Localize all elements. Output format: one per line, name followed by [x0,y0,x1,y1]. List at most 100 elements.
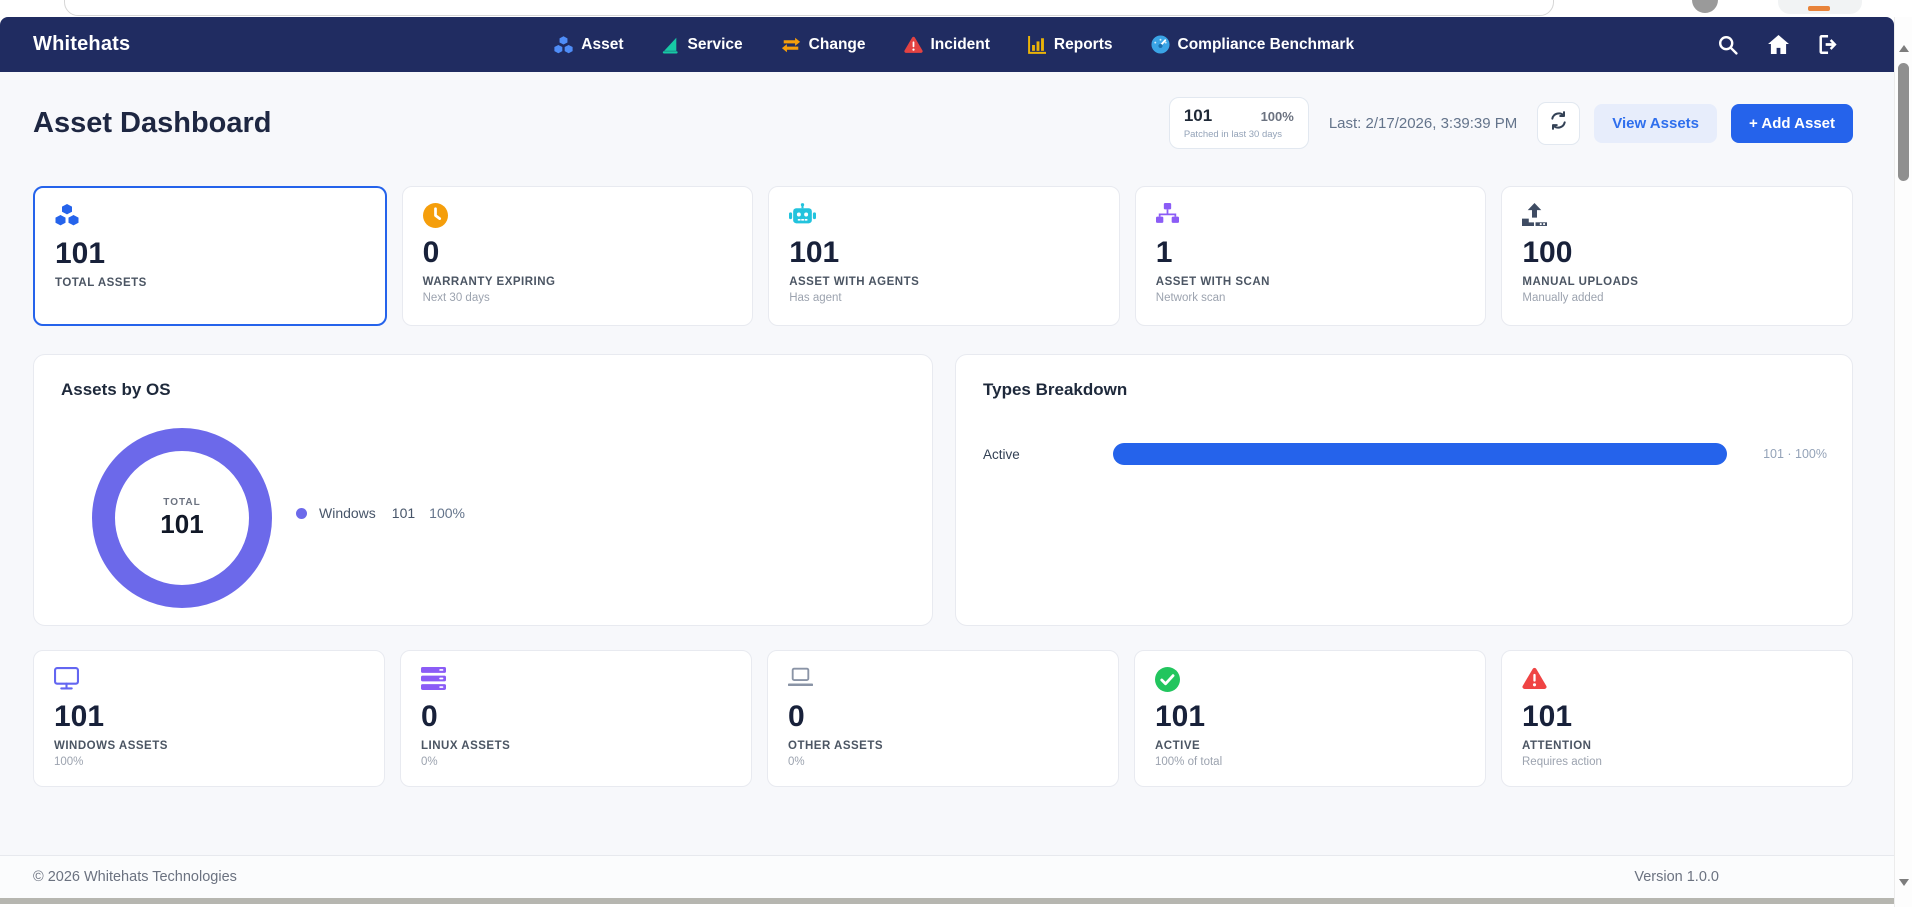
card-value: 0 [421,700,438,733]
nav-item-label: Change [808,35,866,53]
card-other-assets[interactable]: 0 OTHER ASSETS 0% [767,650,1119,787]
card-label: ATTENTION [1522,740,1592,752]
legend-value: 101 [391,505,416,521]
card-label: ACTIVE [1155,740,1201,752]
types-bar-active [1113,443,1727,465]
cubes-icon [55,204,365,230]
nav-item-change[interactable]: Change [781,36,866,54]
donut-ring: TOTAL 101 [92,428,272,608]
types-row-value: 101 · 100% [1763,447,1827,461]
top-navbar: Whitehats Asset Service Change Incident … [0,17,1894,72]
card-label: LINUX ASSETS [421,740,511,752]
footer-copyright: © 2026 Whitehats Technologies [33,869,237,885]
nav-item-label: Asset [581,35,624,53]
browser-profile-avatar[interactable] [1692,0,1718,13]
card-manual-uploads[interactable]: 100 MANUAL UPLOADS Manually added [1501,186,1853,326]
scrollbar-down-arrow[interactable] [1899,879,1909,886]
footer-version: Version 1.0.0 [1634,869,1719,885]
browser-chrome-strip [0,0,1912,17]
scrollbar-thumb[interactable] [1898,63,1909,181]
card-sub: Requires action [1522,756,1602,768]
card-value: 101 [1155,700,1206,733]
brand-logo[interactable]: Whitehats [33,33,131,55]
card-value: 0 [422,236,440,269]
card-warranty-expiring[interactable]: 0 WARRANTY EXPIRING Next 30 days [401,186,754,326]
card-value: 101 [54,700,105,733]
card-sub: Has agent [789,292,842,304]
nav-item-label: Incident [930,35,990,53]
card-windows-assets[interactable]: 101 WINDOWS ASSETS 100% [33,650,385,787]
nav-item-compliance-benchmark[interactable]: Compliance Benchmark [1150,35,1354,54]
card-label: ASSET WITH SCAN [1155,276,1270,288]
footer: © 2026 Whitehats Technologies Version 1.… [0,855,1894,898]
card-value: 0 [788,700,805,733]
nav-item-service[interactable]: Service [661,36,743,54]
network-icon [1155,203,1466,229]
search-icon[interactable] [1718,35,1738,55]
sail-icon [661,36,679,54]
nav-item-reports[interactable]: Reports [1028,35,1113,54]
nav-actions [1718,35,1839,55]
bar-chart-icon [1028,35,1046,54]
browser-address-bar-fragment [64,0,1554,16]
browser-extension-button[interactable] [1778,0,1862,14]
patched-summary-box: 101 100% Patched in last 30 days [1168,97,1309,149]
card-asset-with-agents[interactable]: 101 ASSET WITH AGENTS Has agent [768,186,1120,326]
card-asset-with-scan[interactable]: 1 ASSET WITH SCAN Network scan [1134,186,1487,326]
os-cards-row: 101 WINDOWS ASSETS 100% 0 LINUX ASSETS 0… [33,650,1853,787]
nav-item-asset[interactable]: Asset [554,36,623,54]
home-icon[interactable] [1768,35,1789,54]
summary-cards-row: 101 TOTAL ASSETS 0 WARRANTY EXPIRING Nex… [33,186,1853,326]
card-active[interactable]: 101 ACTIVE 100% of total [1134,650,1486,787]
card-sub: 0% [421,756,438,768]
nav-item-label: Reports [1053,35,1113,53]
card-value: 1 [1155,236,1173,269]
page-title: Asset Dashboard [33,106,272,139]
card-linux-assets[interactable]: 0 LINUX ASSETS 0% [400,650,752,787]
view-assets-button[interactable]: View Assets [1594,103,1717,143]
cubes-icon [554,35,573,54]
card-value: 101 [55,237,106,270]
os-legend-item: Windows 101 100% [296,505,465,521]
server-icon [421,667,731,693]
patched-percent: 100% [1260,109,1294,124]
logout-icon[interactable] [1819,35,1839,54]
card-value: 100 [1522,236,1573,269]
types-breakdown-panel: Types Breakdown Active 101 · 100% [955,354,1853,626]
card-sub: Next 30 days [422,292,490,304]
laptop-icon [788,667,1098,693]
card-label: OTHER ASSETS [788,740,884,752]
os-donut-chart: TOTAL 101 [92,428,272,608]
vertical-scrollbar[interactable] [1894,17,1912,907]
window-bottom-edge [0,898,1894,904]
refresh-button[interactable] [1537,101,1581,145]
card-label: MANUAL UPLOADS [1522,276,1639,288]
card-sub: Network scan [1155,292,1226,304]
upload-icon [1522,203,1832,229]
nav-item-incident[interactable]: Incident [903,35,990,54]
card-sub: 100% of total [1155,756,1223,768]
nav-menu: Asset Service Change Incident Reports Co… [494,35,1354,54]
types-row-label: Active [983,446,1020,462]
card-label: TOTAL ASSETS [55,277,147,289]
scrollbar-up-arrow[interactable] [1899,45,1909,52]
last-updated-text: Last: 2/17/2026, 3:39:39 PM [1328,114,1518,132]
header-actions: 101 100% Patched in last 30 days Last: 2… [1168,97,1853,149]
extension-icon [1808,6,1830,11]
refresh-icon [1549,111,1568,135]
add-asset-button[interactable]: + Add Asset [1731,103,1853,143]
patched-label: Patched in last 30 days [1183,129,1283,140]
donut-center-total: 101 [160,508,204,539]
legend-percent: 100% [429,505,465,521]
donut-center-label: TOTAL [163,496,201,508]
card-sub: 0% [788,756,805,768]
clock-icon [422,203,733,229]
types-bar-track [1113,443,1727,465]
card-sub [55,293,365,306]
card-sub: 100% [54,756,84,768]
card-attention[interactable]: 101 ATTENTION Requires action [1501,650,1853,787]
legend-name: Windows [319,505,376,521]
card-value: 101 [1522,700,1573,733]
check-circle-icon [1155,667,1465,693]
card-total-assets[interactable]: 101 TOTAL ASSETS [33,186,387,326]
